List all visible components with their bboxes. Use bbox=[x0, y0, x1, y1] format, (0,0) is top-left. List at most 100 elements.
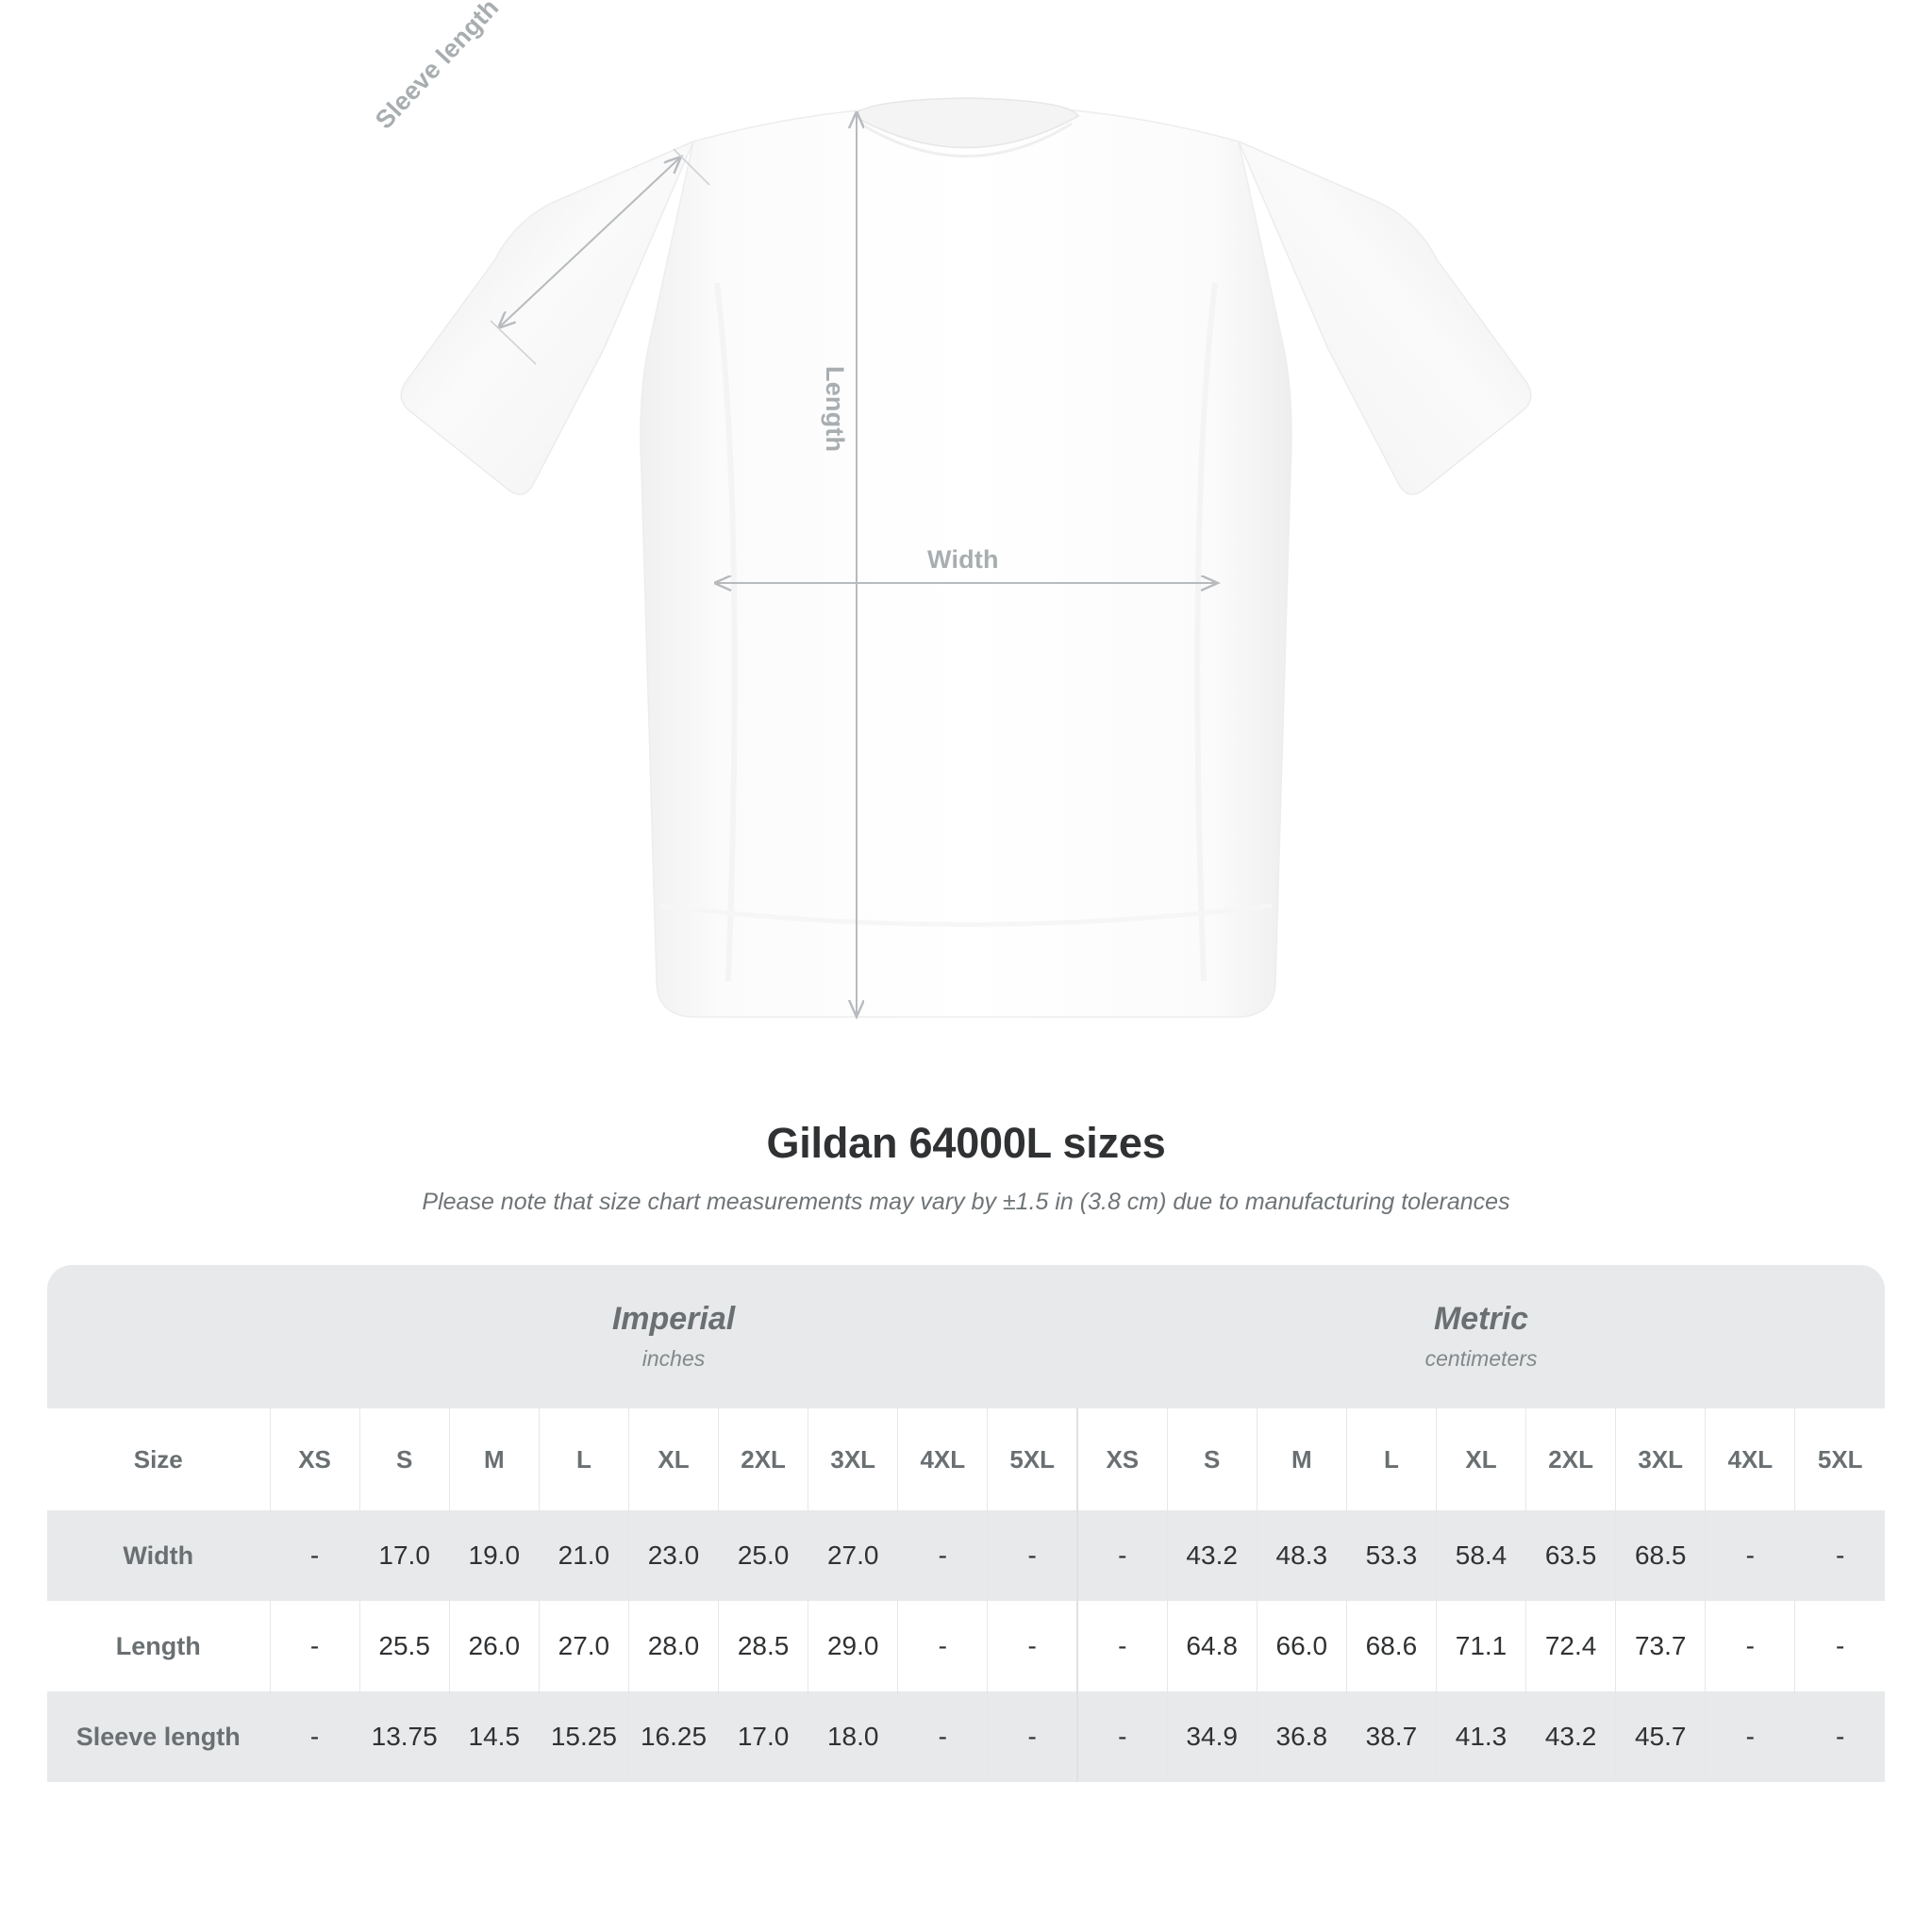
cell-width-imperial-s: 17.0 bbox=[358, 1510, 450, 1601]
cell-sleeve-length-imperial-3xl: 18.0 bbox=[808, 1691, 898, 1782]
collar bbox=[852, 97, 1080, 149]
cell-width-metric-xl: 58.4 bbox=[1435, 1510, 1526, 1601]
hem-shadow bbox=[659, 903, 1273, 927]
column-header-imperial-5xl: 5XL bbox=[987, 1408, 1078, 1510]
chart-heading: Gildan 64000L sizes Please note that siz… bbox=[0, 1113, 1932, 1216]
cell-length-imperial-l: 27.0 bbox=[538, 1601, 629, 1691]
unit-subtitle: centimeters bbox=[1424, 1346, 1538, 1372]
column-header-metric-4xl: 4XL bbox=[1705, 1408, 1795, 1510]
cell-length-imperial-5xl: - bbox=[987, 1601, 1078, 1691]
cell-sleeve-length-imperial-m: 14.5 bbox=[448, 1691, 540, 1782]
row-label-sleeve-length: Sleeve length bbox=[47, 1691, 270, 1782]
column-header-metric-s: S bbox=[1166, 1408, 1257, 1510]
width-label: Width bbox=[927, 545, 999, 574]
cell-width-imperial-xs: - bbox=[269, 1510, 360, 1601]
column-header-imperial-m: M bbox=[448, 1408, 540, 1510]
cell-width-metric-m: 48.3 bbox=[1256, 1510, 1347, 1601]
unit-header-metric: Metric centimeters bbox=[1077, 1265, 1886, 1408]
cell-sleeve-length-metric-5xl: - bbox=[1794, 1691, 1886, 1782]
shirt-illustration: Sleeve length Length Width bbox=[370, 0, 1532, 1113]
column-header-metric-5xl: 5XL bbox=[1794, 1408, 1886, 1510]
cell-sleeve-length-imperial-2xl: 17.0 bbox=[718, 1691, 808, 1782]
column-header-imperial-2xl: 2XL bbox=[718, 1408, 808, 1510]
cell-width-imperial-2xl: 25.0 bbox=[718, 1510, 808, 1601]
cell-sleeve-length-metric-s: 34.9 bbox=[1166, 1691, 1257, 1782]
unit-subtitle: inches bbox=[641, 1346, 706, 1372]
sleeve-tick-upper bbox=[673, 148, 710, 186]
cell-length-metric-s: 64.8 bbox=[1166, 1601, 1257, 1691]
unit-header-imperial: Imperial inches bbox=[270, 1265, 1078, 1408]
cell-sleeve-length-imperial-l: 15.25 bbox=[538, 1691, 629, 1782]
sleeve-arrow bbox=[498, 157, 681, 328]
table-row: Sleeve length -13.75 14.5 15.25 16.25 17.0 18.… bbox=[47, 1691, 1886, 1782]
cell-sleeve-length-metric-xl: 41.3 bbox=[1435, 1691, 1526, 1782]
cell-length-imperial-3xl: 29.0 bbox=[808, 1601, 898, 1691]
column-header-size: Size bbox=[47, 1408, 270, 1510]
cell-sleeve-length-metric-4xl: - bbox=[1705, 1691, 1795, 1782]
unit-name: Imperial bbox=[611, 1300, 736, 1337]
cell-width-imperial-m: 19.0 bbox=[448, 1510, 540, 1601]
cell-width-metric-5xl: - bbox=[1794, 1510, 1886, 1601]
cell-sleeve-length-metric-l: 38.7 bbox=[1345, 1691, 1437, 1782]
cell-sleeve-length-metric-3xl: 45.7 bbox=[1615, 1691, 1706, 1782]
right-sleeve bbox=[1237, 140, 1532, 495]
page-title: Gildan 64000L sizes bbox=[766, 1119, 1166, 1167]
column-header-imperial-s: S bbox=[358, 1408, 450, 1510]
cell-width-imperial-xl: 23.0 bbox=[627, 1510, 719, 1601]
column-header-imperial-4xl: 4XL bbox=[897, 1408, 988, 1510]
tolerance-note: Please note that size chart measurements… bbox=[422, 1189, 1510, 1215]
cell-width-metric-l: 53.3 bbox=[1345, 1510, 1437, 1601]
cell-length-imperial-xs: - bbox=[269, 1601, 360, 1691]
cell-length-imperial-2xl: 28.5 bbox=[718, 1601, 808, 1691]
cell-length-imperial-s: 25.5 bbox=[358, 1601, 450, 1691]
cell-length-imperial-4xl: - bbox=[897, 1601, 988, 1691]
cell-width-metric-4xl: - bbox=[1705, 1510, 1795, 1601]
cell-length-metric-5xl: - bbox=[1794, 1601, 1886, 1691]
collar-seam bbox=[859, 122, 1073, 158]
cell-length-imperial-xl: 28.0 bbox=[627, 1601, 719, 1691]
column-header-metric-3xl: 3XL bbox=[1615, 1408, 1706, 1510]
cell-width-metric-3xl: 68.5 bbox=[1615, 1510, 1706, 1601]
cell-sleeve-length-metric-xs: - bbox=[1076, 1691, 1168, 1782]
row-label-length: Length bbox=[47, 1601, 270, 1691]
cell-sleeve-length-metric-2xl: 43.2 bbox=[1525, 1691, 1616, 1782]
size-header-row: Size XS S M L XL 2XL 3XL 4XL 5XL XS S M L XL 2XL 3XL 4XL 5… bbox=[47, 1408, 1886, 1510]
unit-name: Metric bbox=[1433, 1300, 1529, 1337]
cell-sleeve-length-imperial-s: 13.75 bbox=[358, 1691, 450, 1782]
cell-length-metric-l: 68.6 bbox=[1345, 1601, 1437, 1691]
column-header-metric-xl: XL bbox=[1435, 1408, 1526, 1510]
column-header-metric-xs: XS bbox=[1076, 1408, 1168, 1510]
cell-length-metric-3xl: 73.7 bbox=[1615, 1601, 1706, 1691]
cell-width-metric-xs: - bbox=[1076, 1510, 1168, 1601]
row-label-width: Width bbox=[47, 1510, 270, 1601]
cell-width-imperial-l: 21.0 bbox=[538, 1510, 629, 1601]
cell-length-metric-4xl: - bbox=[1705, 1601, 1795, 1691]
tshirt-diagram bbox=[400, 97, 1532, 1113]
length-label: Length bbox=[821, 366, 849, 453]
unit-header-row: Imperial inches Metric centimeters bbox=[47, 1265, 1886, 1408]
cell-sleeve-length-imperial-xs: - bbox=[269, 1691, 360, 1782]
cell-sleeve-length-imperial-xl: 16.25 bbox=[627, 1691, 719, 1782]
column-header-imperial-xl: XL bbox=[627, 1408, 719, 1510]
cell-sleeve-length-imperial-4xl: - bbox=[897, 1691, 988, 1782]
cell-width-metric-2xl: 63.5 bbox=[1525, 1510, 1616, 1601]
sleeve-tick-lower bbox=[490, 320, 537, 365]
column-header-imperial-3xl: 3XL bbox=[808, 1408, 898, 1510]
cell-width-metric-s: 43.2 bbox=[1166, 1510, 1257, 1601]
table-row: Width -17.0 19.0 21.0 23.0 25.0 27.0- - -43.2 48.… bbox=[47, 1510, 1886, 1601]
cell-length-metric-2xl: 72.4 bbox=[1525, 1601, 1616, 1691]
cell-length-metric-xl: 71.1 bbox=[1435, 1601, 1526, 1691]
size-table: Imperial inches Metric centimeters Size XS S M L… bbox=[47, 1265, 1886, 1782]
column-header-imperial-l: L bbox=[538, 1408, 629, 1510]
column-header-metric-m: M bbox=[1256, 1408, 1347, 1510]
cell-sleeve-length-metric-m: 36.8 bbox=[1256, 1691, 1347, 1782]
cell-length-metric-m: 66.0 bbox=[1256, 1601, 1347, 1691]
column-header-metric-l: L bbox=[1345, 1408, 1437, 1510]
cell-length-imperial-m: 26.0 bbox=[448, 1601, 540, 1691]
unit-row-spacer bbox=[47, 1265, 270, 1408]
column-header-metric-2xl: 2XL bbox=[1525, 1408, 1616, 1510]
size-table-container: Imperial inches Metric centimeters Size XS S M L… bbox=[47, 1265, 1886, 1782]
cell-sleeve-length-imperial-5xl: - bbox=[987, 1691, 1078, 1782]
cell-width-imperial-4xl: - bbox=[897, 1510, 988, 1601]
cell-length-metric-xs: - bbox=[1076, 1601, 1168, 1691]
